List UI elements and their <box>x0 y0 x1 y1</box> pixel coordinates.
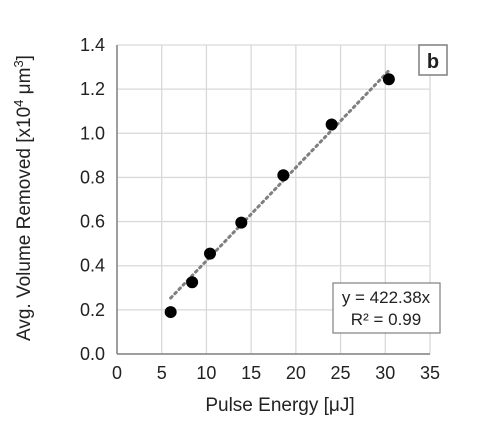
x-tick-label: 0 <box>112 363 122 383</box>
trendline-group <box>169 69 391 300</box>
data-point <box>204 247 217 260</box>
axes <box>116 45 430 355</box>
y-tick-label: 0.4 <box>80 256 105 276</box>
x-tick-label: 10 <box>196 363 216 383</box>
data-point <box>164 306 177 319</box>
panel-label-box <box>418 44 448 76</box>
panel-label: b <box>427 51 439 73</box>
data-point <box>186 276 199 289</box>
y-tick-label: 0.0 <box>80 344 105 364</box>
y-tick-labels: 0.0 0.2 0.4 0.6 0.8 1.0 1.2 1.4 <box>80 35 105 364</box>
y-tick-label: 0.8 <box>80 167 105 187</box>
grid-lines <box>117 44 431 354</box>
x-tick-label: 15 <box>241 363 261 383</box>
y-tick-label: 1.0 <box>80 123 105 143</box>
y-tick-label: 1.4 <box>80 35 105 55</box>
data-point <box>325 118 338 131</box>
data-points <box>164 73 395 319</box>
y-axis-title: Avg. Volume Removed [x104 μm3] <box>11 55 35 341</box>
x-tick-label: 25 <box>331 363 351 383</box>
data-point <box>382 73 395 86</box>
x-tick-label: 20 <box>286 363 306 383</box>
x-tick-label: 5 <box>157 363 167 383</box>
y-tick-label: 0.6 <box>80 212 105 232</box>
y-tick-label: 0.2 <box>80 300 105 320</box>
data-point <box>277 169 290 182</box>
data-point <box>235 216 248 229</box>
x-tick-label: 30 <box>375 363 395 383</box>
equation-box <box>332 282 441 334</box>
equation-line-1: y = 422.38x <box>342 288 431 307</box>
y-tick-label: 1.2 <box>80 79 105 99</box>
x-tick-labels: 0 5 10 15 20 25 30 35 <box>112 363 440 383</box>
equation-line-2: R² = 0.99 <box>351 310 421 329</box>
x-tick-label: 35 <box>420 363 440 383</box>
x-axis-title: Pulse Energy [μJ] <box>205 395 354 416</box>
trendline <box>169 69 391 300</box>
